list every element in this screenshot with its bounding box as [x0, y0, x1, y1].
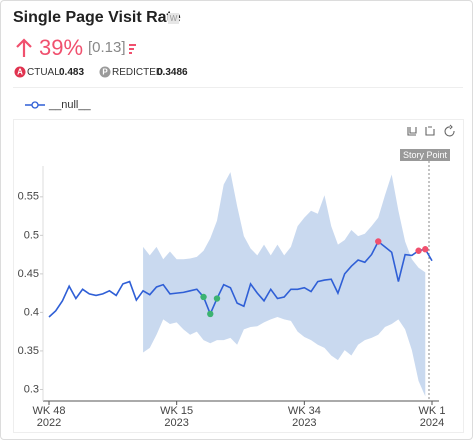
legend-swatch	[25, 101, 45, 109]
y-tick-label: 0.45	[18, 268, 39, 280]
zoom-reset-icon[interactable]	[425, 126, 435, 136]
svg-text:P: P	[102, 68, 108, 77]
y-tick-label: 0.35	[18, 345, 39, 357]
divider	[13, 87, 463, 88]
widget-title: Single Page Visit Rate	[13, 9, 181, 26]
anomaly-marker	[415, 247, 422, 254]
legend-label[interactable]: __null__	[49, 99, 91, 111]
severity-icon	[129, 44, 136, 54]
anomaly-marker	[213, 295, 221, 302]
x-tick-label: WK 15 2023	[160, 405, 194, 429]
x-tick-label: WK 48 2022	[32, 405, 66, 429]
x-tick-label: WK 34 2023	[287, 405, 321, 429]
y-tick-label: 0.55	[18, 191, 39, 203]
predicted-value: 0.3486	[157, 67, 188, 78]
anomaly-marker	[200, 293, 207, 301]
change-percent: 39%	[39, 35, 84, 60]
y-tick-label: 0.5	[24, 229, 39, 241]
toolbar	[407, 124, 455, 137]
badge: W	[168, 13, 179, 24]
anomaly-marker	[375, 238, 382, 245]
up-arrow	[16, 38, 32, 57]
refresh-icon[interactable]	[444, 124, 455, 137]
chart-panel	[13, 119, 464, 433]
y-tick-label: 0.4	[24, 306, 39, 318]
change-absolute: [0.13]	[88, 39, 126, 56]
y-tick-label: 0.3	[24, 383, 39, 395]
actual-label: CTUAL	[27, 67, 60, 78]
predicted-label: REDICTED	[112, 67, 164, 78]
actual-value: 0.483	[59, 67, 85, 78]
anomaly-marker	[207, 310, 214, 318]
anomaly-marker	[422, 246, 429, 253]
actual-icon: A	[14, 66, 26, 78]
predicted-icon: P	[99, 66, 111, 78]
story-point-label: Story Point	[400, 149, 451, 161]
data-line	[48, 240, 433, 318]
x-tick-label: WK 1 2024	[418, 405, 446, 429]
zoom-icon[interactable]	[407, 127, 417, 136]
prediction-band	[143, 172, 426, 397]
svg-text:A: A	[17, 68, 23, 77]
